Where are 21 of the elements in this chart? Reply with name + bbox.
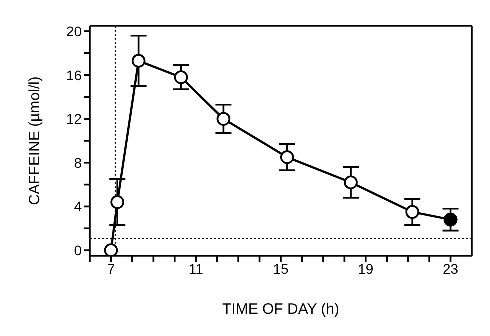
x-axis-title: TIME OF DAY (h) [222, 301, 340, 318]
point [280, 150, 294, 164]
y-tick-label: 12 [66, 111, 82, 128]
x-tick-label: 19 [358, 260, 374, 277]
x-tick-label: 23 [442, 260, 459, 277]
y-tick-label: 4 [74, 198, 82, 215]
x-tick-label: 7 [107, 260, 116, 277]
point [216, 112, 231, 126]
y-tick-label: 8 [74, 154, 82, 171]
y-tick-label: 0 [74, 242, 82, 258]
y-tick-label: 16 [66, 67, 82, 84]
point [406, 205, 420, 220]
point [110, 195, 124, 210]
point [104, 244, 118, 256]
x-tick-label: 11 [188, 260, 204, 277]
point [174, 70, 188, 84]
y-axis-title: CAFFEINE (µmol/l) [26, 76, 44, 206]
point [132, 54, 146, 68]
y-tick-label: 20 [66, 23, 82, 40]
x-tick-label: 15 [273, 260, 289, 277]
point [344, 176, 358, 190]
